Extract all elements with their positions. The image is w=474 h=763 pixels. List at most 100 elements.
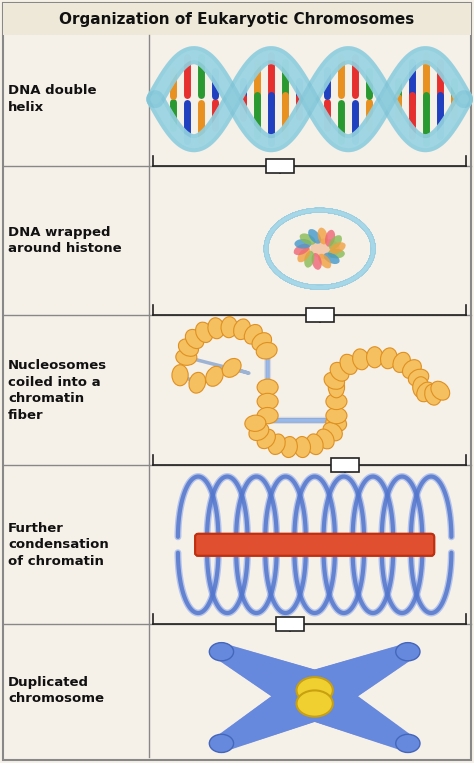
Ellipse shape bbox=[402, 359, 421, 378]
Bar bbox=[306, 308, 334, 322]
Ellipse shape bbox=[396, 642, 420, 661]
Ellipse shape bbox=[225, 647, 242, 668]
Ellipse shape bbox=[306, 678, 342, 723]
Ellipse shape bbox=[323, 665, 354, 704]
Ellipse shape bbox=[256, 703, 283, 735]
Ellipse shape bbox=[328, 249, 345, 259]
Ellipse shape bbox=[267, 662, 296, 698]
Ellipse shape bbox=[361, 710, 383, 739]
Ellipse shape bbox=[285, 680, 320, 723]
Ellipse shape bbox=[266, 694, 296, 731]
Ellipse shape bbox=[221, 645, 236, 665]
Ellipse shape bbox=[257, 430, 275, 449]
Ellipse shape bbox=[295, 671, 334, 720]
Ellipse shape bbox=[369, 716, 390, 742]
Bar bbox=[3, 3, 471, 35]
Ellipse shape bbox=[377, 720, 396, 744]
Ellipse shape bbox=[215, 735, 228, 752]
Text: Duplicated
chromosome: Duplicated chromosome bbox=[8, 676, 104, 705]
Ellipse shape bbox=[336, 696, 365, 732]
Text: Nucleosomes
coiled into a
chromatin
fiber: Nucleosomes coiled into a chromatin fibe… bbox=[8, 359, 107, 421]
Ellipse shape bbox=[196, 322, 213, 343]
Ellipse shape bbox=[294, 243, 310, 255]
Ellipse shape bbox=[339, 660, 367, 695]
Ellipse shape bbox=[390, 729, 406, 749]
Ellipse shape bbox=[229, 724, 247, 746]
Ellipse shape bbox=[393, 645, 408, 665]
Ellipse shape bbox=[215, 643, 228, 660]
Ellipse shape bbox=[299, 671, 336, 718]
Ellipse shape bbox=[185, 330, 204, 349]
Ellipse shape bbox=[273, 664, 304, 703]
Ellipse shape bbox=[264, 696, 293, 732]
Ellipse shape bbox=[342, 700, 369, 733]
Ellipse shape bbox=[326, 407, 347, 423]
Ellipse shape bbox=[229, 649, 247, 671]
Ellipse shape bbox=[318, 227, 328, 244]
Ellipse shape bbox=[261, 659, 288, 694]
Ellipse shape bbox=[347, 703, 373, 735]
Ellipse shape bbox=[271, 691, 301, 729]
Ellipse shape bbox=[225, 727, 242, 748]
Ellipse shape bbox=[301, 670, 337, 716]
Ellipse shape bbox=[258, 658, 285, 692]
FancyBboxPatch shape bbox=[195, 534, 434, 555]
Ellipse shape bbox=[374, 651, 394, 675]
Ellipse shape bbox=[413, 377, 429, 398]
Bar bbox=[276, 617, 304, 631]
Ellipse shape bbox=[396, 732, 410, 750]
Ellipse shape bbox=[380, 722, 398, 745]
Ellipse shape bbox=[352, 706, 377, 737]
Text: Organization of Eukaryotic Chromosomes: Organization of Eukaryotic Chromosomes bbox=[59, 11, 415, 27]
Ellipse shape bbox=[309, 680, 344, 723]
Ellipse shape bbox=[320, 665, 352, 706]
Ellipse shape bbox=[381, 348, 397, 369]
Ellipse shape bbox=[217, 733, 231, 751]
Ellipse shape bbox=[277, 687, 310, 727]
Ellipse shape bbox=[333, 694, 363, 731]
Ellipse shape bbox=[380, 649, 398, 672]
Ellipse shape bbox=[298, 674, 336, 720]
Ellipse shape bbox=[312, 667, 346, 710]
Ellipse shape bbox=[364, 653, 385, 681]
Ellipse shape bbox=[340, 354, 357, 375]
Ellipse shape bbox=[331, 662, 361, 700]
Ellipse shape bbox=[304, 251, 314, 268]
Ellipse shape bbox=[237, 652, 258, 677]
Ellipse shape bbox=[326, 415, 346, 432]
Ellipse shape bbox=[281, 683, 315, 725]
Ellipse shape bbox=[399, 644, 412, 662]
Ellipse shape bbox=[178, 339, 199, 356]
Ellipse shape bbox=[372, 652, 392, 677]
Ellipse shape bbox=[304, 677, 340, 722]
Bar bbox=[265, 159, 294, 173]
Ellipse shape bbox=[310, 239, 340, 259]
Ellipse shape bbox=[350, 704, 375, 736]
Ellipse shape bbox=[328, 691, 359, 729]
Ellipse shape bbox=[206, 366, 223, 386]
Ellipse shape bbox=[353, 656, 377, 687]
Ellipse shape bbox=[393, 353, 410, 372]
Ellipse shape bbox=[324, 253, 340, 264]
Ellipse shape bbox=[257, 407, 278, 423]
Ellipse shape bbox=[361, 654, 383, 683]
Ellipse shape bbox=[296, 691, 333, 716]
Ellipse shape bbox=[297, 248, 310, 262]
Ellipse shape bbox=[323, 688, 355, 728]
Ellipse shape bbox=[366, 346, 383, 368]
Ellipse shape bbox=[250, 655, 274, 686]
Ellipse shape bbox=[210, 734, 234, 752]
Ellipse shape bbox=[244, 653, 266, 681]
Ellipse shape bbox=[356, 655, 379, 686]
Ellipse shape bbox=[388, 647, 404, 668]
Ellipse shape bbox=[366, 714, 388, 741]
Ellipse shape bbox=[382, 724, 400, 746]
Ellipse shape bbox=[317, 429, 334, 449]
Ellipse shape bbox=[350, 657, 375, 689]
Ellipse shape bbox=[223, 729, 239, 749]
Ellipse shape bbox=[294, 671, 331, 718]
Ellipse shape bbox=[294, 239, 311, 249]
Ellipse shape bbox=[221, 317, 237, 338]
Ellipse shape bbox=[228, 648, 244, 669]
Ellipse shape bbox=[318, 666, 350, 707]
